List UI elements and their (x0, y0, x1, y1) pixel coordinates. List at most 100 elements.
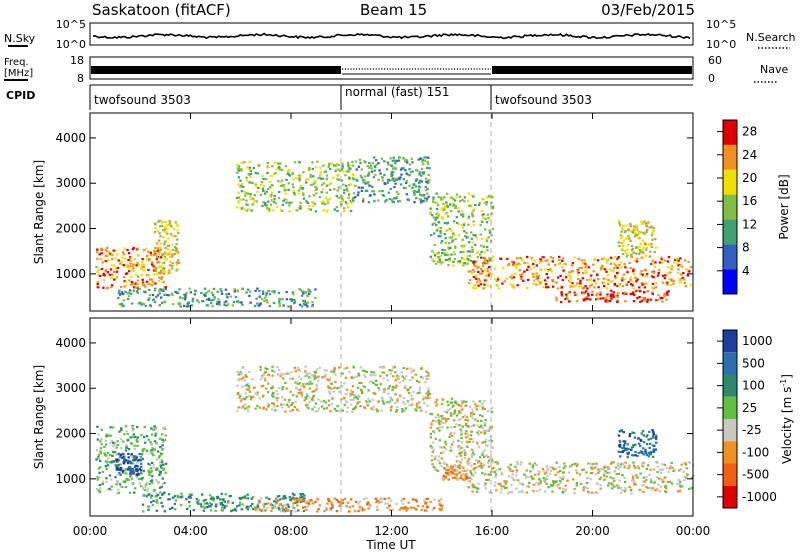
data-point (149, 441, 152, 444)
data-point (584, 269, 587, 272)
data-point (97, 456, 100, 459)
data-point (276, 495, 280, 498)
data-point (478, 456, 482, 459)
data-point (430, 459, 434, 462)
data-point (161, 505, 164, 508)
data-point (545, 482, 548, 486)
data-point (106, 488, 109, 491)
data-point (169, 253, 173, 256)
data-point (154, 495, 157, 498)
data-point (474, 287, 478, 290)
data-point (677, 271, 680, 274)
data-point (397, 376, 400, 379)
data-point (297, 189, 301, 192)
data-point (104, 465, 107, 468)
data-point (134, 286, 137, 289)
data-point (617, 463, 620, 466)
data-point (367, 173, 370, 176)
data-point (239, 371, 242, 374)
data-point (161, 477, 164, 480)
data-point (300, 385, 303, 388)
data-point (439, 232, 442, 235)
data-point (410, 506, 413, 509)
data-point (441, 422, 444, 425)
data-point (537, 470, 540, 473)
data-point (447, 247, 451, 250)
data-point (284, 192, 287, 195)
data-point (487, 216, 490, 219)
data-point (639, 220, 643, 223)
data-point (684, 285, 688, 288)
data-point (466, 258, 469, 261)
data-point (394, 402, 397, 405)
data-point (127, 452, 130, 455)
data-point (311, 305, 314, 308)
data-point (369, 184, 372, 187)
data-point (310, 382, 313, 385)
data-point (336, 162, 339, 166)
data-point (486, 213, 490, 216)
data-point (220, 290, 223, 293)
data-point (391, 170, 395, 174)
data-point (396, 406, 399, 409)
data-point (584, 271, 588, 274)
data-point (110, 264, 114, 267)
data-point (364, 182, 367, 185)
data-point (275, 497, 278, 500)
data-point (651, 292, 654, 296)
data-point (119, 453, 123, 456)
velocity-colorbar-block (723, 330, 737, 353)
data-point (103, 453, 107, 456)
data-point (158, 266, 161, 269)
data-point (210, 497, 214, 501)
data-point (117, 259, 120, 262)
data-point (612, 295, 615, 298)
data-point (446, 477, 449, 480)
data-point (110, 485, 113, 488)
data-point (471, 485, 474, 488)
nsearch-label: N.Search (746, 31, 796, 44)
data-point (392, 375, 395, 378)
data-point (314, 210, 318, 213)
data-point (476, 466, 479, 469)
data-point (502, 267, 505, 270)
data-point (376, 505, 379, 508)
data-point (426, 397, 429, 400)
data-point (417, 190, 421, 193)
data-point (341, 162, 344, 165)
data-point (676, 490, 680, 493)
data-point (457, 210, 460, 213)
data-point (152, 299, 155, 302)
data-point (99, 450, 102, 453)
data-point (360, 389, 363, 393)
data-point (580, 291, 584, 294)
data-point (463, 222, 466, 225)
data-point (386, 181, 390, 184)
data-point (654, 238, 657, 241)
data-point (648, 255, 652, 258)
data-point (170, 292, 174, 295)
data-point (313, 373, 317, 376)
data-point (642, 480, 645, 483)
data-point (480, 244, 483, 247)
data-point (268, 293, 272, 296)
data-point (650, 245, 653, 248)
data-point (440, 196, 443, 199)
data-point (634, 232, 637, 235)
data-point (624, 250, 627, 253)
data-point (395, 190, 399, 194)
data-point (684, 476, 688, 479)
velocity-colorbar-block (723, 485, 737, 508)
data-point (430, 234, 433, 237)
data-point (523, 270, 526, 273)
data-point (454, 238, 457, 241)
data-point (240, 372, 243, 375)
data-point (266, 301, 269, 304)
data-point (444, 418, 447, 421)
data-point (534, 274, 537, 278)
data-point (260, 509, 263, 512)
data-point (190, 493, 193, 496)
data-point (282, 183, 285, 187)
data-point (386, 179, 390, 182)
data-point (465, 416, 469, 419)
